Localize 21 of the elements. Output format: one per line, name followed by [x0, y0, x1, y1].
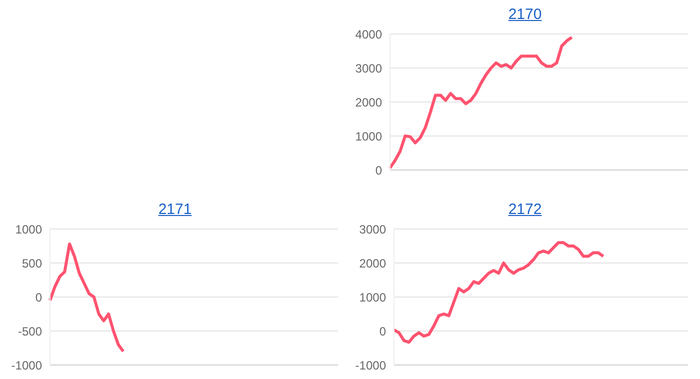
y-tick-label: -1000	[355, 358, 386, 372]
y-tick-label: 2000	[355, 95, 382, 110]
y-tick-label: 3000	[359, 222, 386, 236]
y-tick-label: 500	[22, 256, 42, 270]
y-tick-label: -1000	[11, 358, 42, 372]
line-series	[48, 242, 125, 353]
chart-title: 2170	[507, 5, 543, 25]
y-tick-label: 3000	[355, 61, 382, 76]
chart-title: 2171	[157, 200, 193, 220]
line-series	[392, 241, 605, 344]
chart-title: 2172	[507, 200, 543, 220]
y-tick-label: -500	[18, 324, 42, 338]
y-tick-label: 0	[379, 324, 386, 338]
y-tick-label: 1000	[355, 129, 382, 144]
y-tick-label: 1000	[359, 290, 386, 304]
y-tick-label: 0	[35, 290, 42, 304]
y-tick-label: 1000	[15, 222, 42, 236]
y-tick-label: 4000	[355, 27, 382, 42]
y-tick-label: 2000	[359, 256, 386, 270]
line-series	[388, 36, 574, 170]
y-tick-label: 0	[375, 163, 382, 178]
